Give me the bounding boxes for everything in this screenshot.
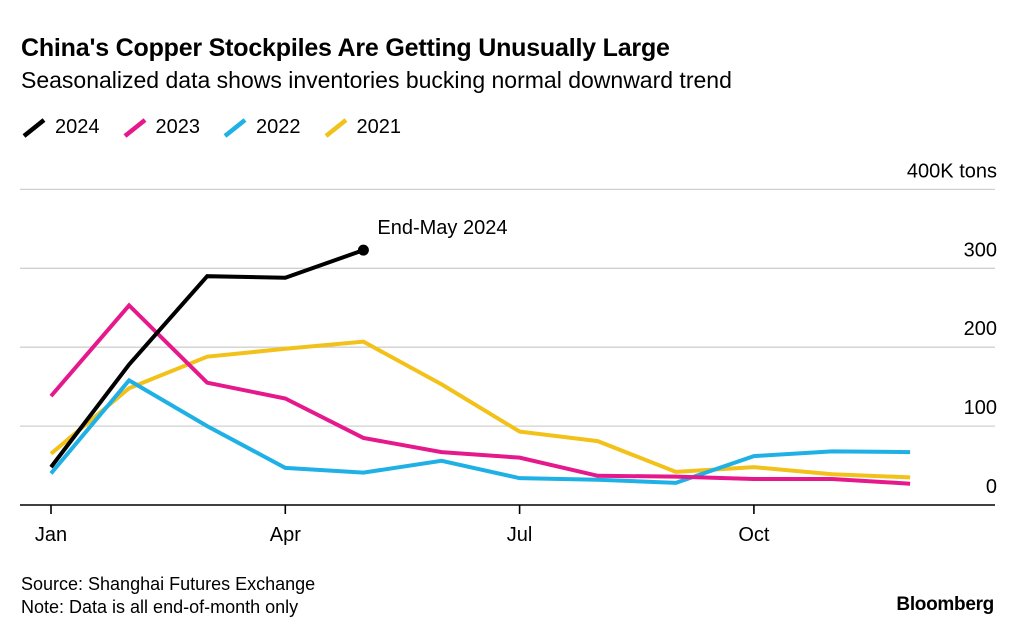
y-tick-label-200: 200 [964,318,997,340]
series-line-2021 [49,339,911,480]
legend-item-2021: 2021 [323,116,402,139]
legend-label-2021: 2021 [356,116,402,138]
x-tick-label-Jul: Jul [507,524,533,546]
legend-label-2022: 2022 [256,116,301,138]
legend-item-2022: 2022 [222,116,301,139]
bloomberg-logo: Bloomberg [896,594,994,615]
chart-title: China's Copper Stockpiles Are Getting Un… [21,34,670,62]
y-tick-label-0: 0 [986,476,997,498]
legend-label-2023: 2023 [155,116,201,138]
legend: 2024 2023 2022 2021 [21,116,423,139]
chart-subtitle: Seasonalized data shows inventories buck… [21,67,732,93]
legend-item-2024: 2024 [21,116,100,139]
legend-label-2024: 2024 [55,116,100,138]
x-tick-label-Oct: Oct [738,524,770,546]
legend-swatch-2022 [222,117,248,139]
legend-swatch-2021 [323,117,349,139]
x-tick-label-Apr: Apr [270,524,301,546]
series-line-2023 [49,302,911,486]
end-may-2024-marker [357,244,369,256]
series-line-2022 [49,377,911,485]
data-note: Note: Data is all end-of-month only [21,597,299,617]
annotation-label: End-May 2024 [377,217,507,239]
source-note: Source: Shanghai Futures Exchange [21,574,316,594]
series-line-2024 [49,248,365,469]
y-tick-label-400: 400K tons [907,160,997,182]
x-tick-label-Jan: Jan [35,524,67,546]
legend-swatch-2024 [21,117,47,139]
legend-item-2023: 2023 [122,116,201,139]
y-tick-label-100: 100 [964,397,997,419]
y-tick-label-300: 300 [964,239,997,261]
legend-swatch-2023 [122,117,148,139]
